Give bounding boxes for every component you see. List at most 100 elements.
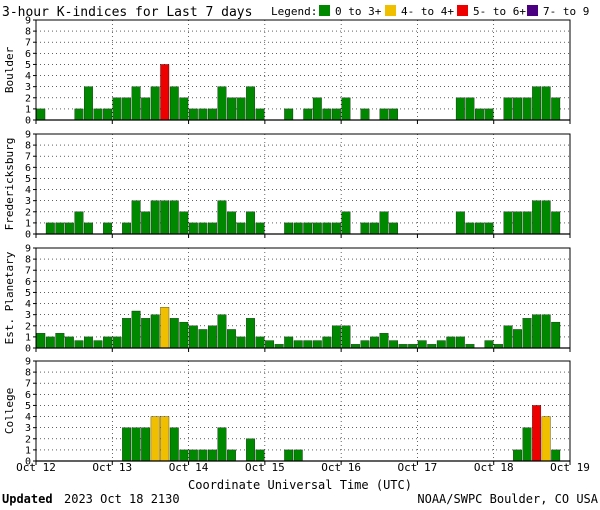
kp-bar (303, 108, 313, 121)
kp-bar (150, 416, 160, 462)
y-tick-label: 3 (25, 82, 31, 93)
kp-bar (255, 449, 265, 462)
kp-bar (103, 336, 112, 349)
y-tick-label: 7 (25, 379, 31, 390)
kp-bar (45, 222, 55, 235)
y-tick-label: 6 (25, 277, 31, 288)
kp-bar (160, 64, 170, 121)
kp-bar (246, 438, 255, 462)
kp-bar (198, 329, 208, 349)
kp-bar (103, 222, 112, 235)
kp-bar (293, 340, 303, 349)
kp-bar (207, 449, 217, 462)
kp-bar (188, 108, 198, 121)
y-tick-label: 5 (25, 60, 31, 71)
kp-bar (532, 200, 542, 235)
kp-bar (122, 318, 132, 349)
kp-bar (370, 336, 379, 349)
y-tick-label: 9 (25, 130, 31, 141)
kp-bar (455, 211, 465, 235)
y-tick-label: 4 (25, 299, 31, 310)
kp-bar (522, 427, 532, 462)
kp-bar (227, 449, 236, 462)
legend-swatch-active (385, 5, 396, 16)
kp-bar (541, 86, 551, 121)
kp-bar (188, 222, 198, 235)
kp-bar (255, 108, 265, 121)
kp-bar (522, 97, 532, 121)
kp-bar (541, 314, 551, 349)
kp-bar (246, 86, 255, 121)
kp-bar (36, 108, 46, 121)
y-tick-label: 8 (25, 141, 31, 152)
kp-bar (55, 333, 65, 349)
kp-bar (188, 325, 198, 349)
kp-bar (131, 310, 141, 349)
kp-bar (74, 211, 84, 235)
x-tick-label: Oct 17 (398, 461, 438, 474)
station-label: College (3, 388, 16, 434)
y-tick-label: 9 (25, 16, 31, 27)
y-tick-label: 1 (25, 218, 31, 229)
kp-bar (474, 222, 484, 235)
kp-bar (389, 108, 399, 121)
kp-bar (112, 97, 122, 121)
kp-bar (198, 222, 208, 235)
y-tick-label: 7 (25, 152, 31, 163)
panel-frame (35, 360, 571, 462)
kp-bar (303, 222, 313, 235)
kp-bar (503, 325, 513, 349)
y-tick-label: 3 (25, 310, 31, 321)
kp-bar (169, 318, 179, 349)
y-tick-label: 4 (25, 71, 31, 82)
kp-bar (160, 307, 170, 349)
kp-bar (284, 222, 294, 235)
kp-bar (217, 314, 227, 349)
kp-bar (484, 222, 494, 235)
kp-bar (131, 427, 141, 462)
kp-bar (217, 86, 227, 121)
kp-bar (169, 427, 179, 462)
kp-bar (513, 97, 522, 121)
kp-bar (322, 222, 332, 235)
kp-bar (227, 329, 236, 349)
kp-bar (236, 97, 246, 121)
kp-bar (532, 86, 542, 121)
kp-bar (93, 340, 103, 349)
kp-bar (522, 211, 532, 235)
kp-bar (503, 211, 513, 235)
x-tick-labels: Oct 12 Oct 13 Oct 14 Oct 15 Oct 16 Oct 17 Oct … (16, 461, 590, 474)
kp-bar (293, 449, 303, 462)
updated-label: Updated (2, 492, 53, 506)
kp-bar (45, 336, 55, 349)
credit-text: NOAA/SWPC Boulder, CO USA (417, 492, 598, 506)
kp-bar (179, 211, 189, 235)
kp-bar (55, 222, 65, 235)
y-tick-label: 3 (25, 196, 31, 207)
kp-bar (551, 449, 561, 462)
kp-bar (312, 340, 322, 349)
y-tick-label: 5 (25, 288, 31, 299)
kp-bar (141, 211, 151, 235)
kp-bar (360, 222, 370, 235)
kp-bar (417, 340, 427, 349)
kp-bar (169, 200, 179, 235)
kp-bar (312, 97, 322, 121)
y-tick-label: 6 (25, 163, 31, 174)
kp-bar (370, 222, 379, 235)
kp-bar (236, 222, 246, 235)
kp-bar (513, 449, 522, 462)
updated-value: 2023 Oct 18 2130 (64, 492, 180, 506)
legend-item-active: 4- to 4+ (401, 5, 454, 18)
kp-bar (217, 200, 227, 235)
x-axis-label: Coordinate Universal Time (UTC) (188, 478, 412, 492)
kp-bar (436, 340, 446, 349)
kp-bar (322, 336, 332, 349)
kp-bar (341, 97, 351, 121)
kp-bar (198, 108, 208, 121)
